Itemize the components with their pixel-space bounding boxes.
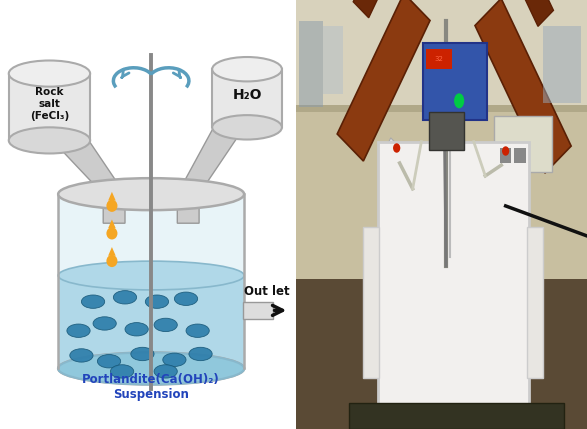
Bar xyxy=(242,302,273,318)
Bar xyxy=(296,0,587,279)
Ellipse shape xyxy=(163,353,186,366)
Bar xyxy=(426,49,452,69)
Ellipse shape xyxy=(67,324,90,338)
Bar xyxy=(525,0,554,26)
Ellipse shape xyxy=(502,146,510,156)
Bar xyxy=(296,279,587,429)
Polygon shape xyxy=(177,127,244,223)
Bar xyxy=(475,0,571,173)
Ellipse shape xyxy=(454,93,464,108)
Polygon shape xyxy=(52,140,125,223)
Ellipse shape xyxy=(9,60,90,87)
Bar xyxy=(385,138,403,163)
Ellipse shape xyxy=(106,227,117,239)
Ellipse shape xyxy=(9,127,90,154)
Polygon shape xyxy=(108,220,116,228)
Ellipse shape xyxy=(70,349,93,362)
Bar xyxy=(494,116,552,172)
Ellipse shape xyxy=(58,353,244,384)
Bar xyxy=(58,194,244,369)
Bar xyxy=(212,69,282,127)
Bar xyxy=(349,403,564,429)
Bar xyxy=(323,26,343,94)
Text: 32: 32 xyxy=(434,56,443,62)
Bar xyxy=(500,142,517,167)
Bar xyxy=(296,105,587,112)
Ellipse shape xyxy=(97,354,121,368)
Bar xyxy=(544,26,581,103)
Text: Rock
salt
(FeCl₃): Rock salt (FeCl₃) xyxy=(30,88,69,121)
Text: Portlandite(Ca(OH)₂)
Suspension: Portlandite(Ca(OH)₂) Suspension xyxy=(82,373,220,402)
Ellipse shape xyxy=(393,143,400,153)
Ellipse shape xyxy=(131,347,154,361)
Bar xyxy=(423,43,487,120)
Ellipse shape xyxy=(110,365,134,378)
Bar xyxy=(9,74,90,140)
Bar xyxy=(528,227,544,378)
Polygon shape xyxy=(108,192,116,200)
Ellipse shape xyxy=(212,115,282,139)
Ellipse shape xyxy=(189,347,212,361)
Ellipse shape xyxy=(93,317,116,330)
Bar xyxy=(337,0,430,161)
Bar xyxy=(363,227,379,378)
Bar xyxy=(378,142,529,420)
Ellipse shape xyxy=(106,199,117,212)
Text: Out let: Out let xyxy=(244,285,289,298)
Ellipse shape xyxy=(58,353,244,384)
Ellipse shape xyxy=(146,295,168,308)
Ellipse shape xyxy=(58,261,244,290)
Bar xyxy=(296,0,587,107)
Ellipse shape xyxy=(125,323,149,336)
Ellipse shape xyxy=(212,57,282,82)
Ellipse shape xyxy=(58,178,244,210)
Ellipse shape xyxy=(113,290,137,304)
Ellipse shape xyxy=(82,295,104,308)
Bar xyxy=(299,21,323,107)
Bar xyxy=(514,148,526,163)
Ellipse shape xyxy=(174,292,198,305)
Bar xyxy=(429,112,464,150)
Text: H₂O: H₂O xyxy=(232,88,262,103)
Ellipse shape xyxy=(154,318,177,332)
Polygon shape xyxy=(108,247,116,256)
Ellipse shape xyxy=(154,365,177,378)
Ellipse shape xyxy=(106,255,117,267)
Bar xyxy=(58,275,244,369)
Ellipse shape xyxy=(186,324,209,338)
Bar xyxy=(353,0,382,18)
Bar xyxy=(500,148,511,163)
